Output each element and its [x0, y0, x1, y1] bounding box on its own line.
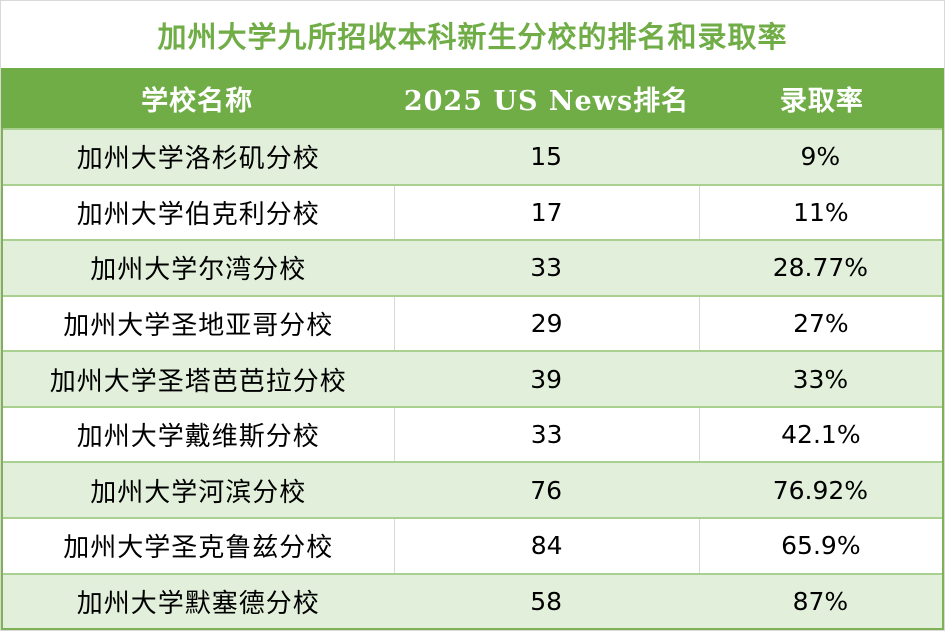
admission-rate-cell: 87% [792, 586, 849, 616]
table-row: 加州大学戴维斯分校 33 42.1% [3, 405, 942, 462]
table-row: 加州大学洛杉矶分校 15 9% [3, 128, 942, 184]
school-name-cell: 加州大学洛杉矶分校 [76, 144, 320, 175]
rank-cell: 76 [530, 475, 563, 505]
table-row: 加州大学圣塔芭芭拉分校 39 33% [3, 350, 942, 406]
uc-rankings-table: 学校名称 2025 US News排名 录取率 加州大学洛杉矶分校 15 9% … [1, 68, 944, 630]
school-name-cell: 加州大学伯克利分校 [76, 199, 320, 230]
rank-cell: 58 [530, 586, 563, 616]
rank-cell: 33 [530, 253, 563, 283]
table-row: 加州大学河滨分校 76 76.92% [3, 461, 942, 517]
table-row: 加州大学默塞德分校 58 87% [3, 572, 942, 629]
admission-rate-cell: 9% [800, 142, 841, 172]
school-name-cell: 加州大学默塞德分校 [76, 588, 320, 619]
rank-cell: 15 [530, 142, 563, 172]
header-admission-rate: 录取率 [779, 85, 864, 117]
admission-rate-cell: 33% [792, 364, 849, 394]
school-name-cell: 加州大学戴维斯分校 [76, 422, 320, 453]
header-school-name: 学校名称 [141, 85, 254, 117]
admission-rate-cell: 27% [698, 296, 942, 351]
rank-cell: 84 [393, 518, 699, 573]
school-name-cell: 加州大学尔湾分校 [90, 255, 307, 286]
school-name-cell: 加州大学圣克鲁兹分校 [63, 533, 334, 564]
rank-cell: 39 [530, 364, 563, 394]
school-name-cell: 加州大学圣塔芭芭拉分校 [49, 366, 347, 397]
admission-rate-cell: 76.92% [772, 475, 869, 505]
admission-rate-cell: 42.1% [698, 407, 942, 462]
school-name-cell: 加州大学河滨分校 [90, 477, 307, 508]
header-usnews-rank: 2025 US News排名 [403, 85, 690, 117]
admission-rate-cell: 65.9% [698, 518, 942, 573]
table-header-row: 学校名称 2025 US News排名 录取率 [1, 68, 944, 128]
rank-cell: 17 [393, 185, 699, 240]
table-row: 加州大学伯克利分校 17 11% [3, 183, 942, 240]
admission-rate-cell: 11% [698, 185, 942, 240]
table-row: 加州大学圣地亚哥分校 29 27% [3, 294, 942, 351]
rank-cell: 29 [393, 296, 699, 351]
table-row: 加州大学尔湾分校 33 28.77% [3, 239, 942, 295]
page-title: 加州大学九所招收本科新生分校的排名和录取率 [157, 19, 788, 54]
admission-rate-cell: 28.77% [772, 253, 869, 283]
table-row: 加州大学圣克鲁兹分校 84 65.9% [3, 516, 942, 573]
title-block: 加州大学九所招收本科新生分校的排名和录取率 [1, 1, 944, 68]
rank-cell: 33 [393, 407, 699, 462]
school-name-cell: 加州大学圣地亚哥分校 [63, 310, 334, 341]
